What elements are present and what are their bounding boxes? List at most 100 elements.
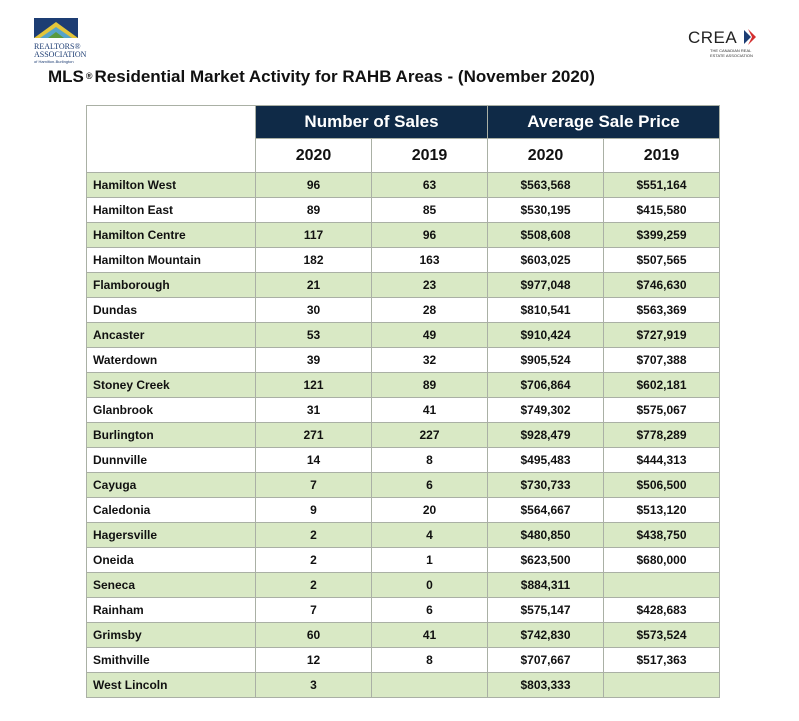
table-row: Flamborough 21 23 $977,048 $746,630 — [86, 272, 720, 298]
table-cell: $602,181 — [603, 372, 720, 398]
table-cell: 28 — [371, 297, 488, 323]
table-cell: $575,147 — [487, 597, 604, 623]
table-row: West Lincoln 3 $803,333 — [86, 672, 720, 698]
table-cell: 23 — [371, 272, 488, 298]
table-cell: $746,630 — [603, 272, 720, 298]
area-name: Smithville — [86, 647, 256, 673]
table-cell: 1 — [371, 547, 488, 573]
table-cell: $730,733 — [487, 472, 604, 498]
table-cell: 2 — [255, 522, 372, 548]
blank-cell — [86, 138, 256, 173]
page-title: MLS ® Residential Market Activity for RAHB… — [48, 67, 595, 87]
table-cell: 41 — [371, 622, 488, 648]
table-cell: 6 — [371, 472, 488, 498]
table-cell: $603,025 — [487, 247, 604, 273]
area-name: Caledonia — [86, 497, 256, 523]
table-cell: 96 — [255, 172, 372, 198]
table-cell: 0 — [371, 572, 488, 598]
table-cell: $928,479 — [487, 422, 604, 448]
logo-line: REALTORS® — [34, 42, 81, 51]
table-row: Cayuga 7 6 $730,733 $506,500 — [86, 472, 720, 498]
area-name: Burlington — [86, 422, 256, 448]
year-header: 2020 — [255, 138, 372, 173]
area-name: Hagersville — [86, 522, 256, 548]
table-row: Hamilton Mountain 182 163 $603,025 $507,565 — [86, 247, 720, 273]
table-cell: $495,483 — [487, 447, 604, 473]
realtors-logo: REALTORS® ASSOCIATION of Hamilton-Burlin… — [34, 18, 114, 64]
table-cell: $428,683 — [603, 597, 720, 623]
area-name: Dunnville — [86, 447, 256, 473]
table-cell: $742,830 — [487, 622, 604, 648]
table-cell: $727,919 — [603, 322, 720, 348]
table-row: Hamilton Centre 117 96 $508,608 $399,259 — [86, 222, 720, 248]
market-table: Number of Sales Average Sale Price 2020 2… — [86, 105, 720, 698]
table-cell: 60 — [255, 622, 372, 648]
table-cell: $415,580 — [603, 197, 720, 223]
area-name: Flamborough — [86, 272, 256, 298]
table-cell: 20 — [371, 497, 488, 523]
table-cell: 39 — [255, 347, 372, 373]
table-cell: 8 — [371, 447, 488, 473]
table-cell: 9 — [255, 497, 372, 523]
table-cell: $884,311 — [487, 572, 604, 598]
year-header: 2020 — [487, 138, 604, 173]
area-name: Hamilton Mountain — [86, 247, 256, 273]
area-name: Glanbrook — [86, 397, 256, 423]
table-cell: $905,524 — [487, 347, 604, 373]
table-cell: 8 — [371, 647, 488, 673]
area-name: Oneida — [86, 547, 256, 573]
table-cell: $513,120 — [603, 497, 720, 523]
table-cell: 3 — [255, 672, 372, 698]
group-header: Average Sale Price — [487, 105, 720, 139]
year-header: 2019 — [371, 138, 488, 173]
area-name: Stoney Creek — [86, 372, 256, 398]
table-cell: 163 — [371, 247, 488, 273]
table-cell: 89 — [371, 372, 488, 398]
table-row: Seneca 2 0 $884,311 — [86, 572, 720, 598]
table-cell: 21 — [255, 272, 372, 298]
table-cell: 7 — [255, 472, 372, 498]
table-cell: 31 — [255, 397, 372, 423]
table-cell: 6 — [371, 597, 488, 623]
title-prefix: MLS — [48, 67, 84, 86]
table-cell: $508,608 — [487, 222, 604, 248]
area-name: Hamilton Centre — [86, 222, 256, 248]
table-row: Dundas 30 28 $810,541 $563,369 — [86, 297, 720, 323]
table-cell: 32 — [371, 347, 488, 373]
blank-cell — [86, 105, 256, 139]
table-cell: 85 — [371, 197, 488, 223]
area-name: Rainham — [86, 597, 256, 623]
table-cell: $707,667 — [487, 647, 604, 673]
table-cell: $707,388 — [603, 347, 720, 373]
title-mark: ® — [85, 71, 93, 81]
table-cell: 96 — [371, 222, 488, 248]
table-row: Caledonia 9 20 $564,667 $513,120 — [86, 497, 720, 523]
table-cell: 30 — [255, 297, 372, 323]
table-cell — [603, 672, 720, 698]
table-cell: 182 — [255, 247, 372, 273]
table-row: Hagersville 2 4 $480,850 $438,750 — [86, 522, 720, 548]
table-cell: 227 — [371, 422, 488, 448]
area-name: Cayuga — [86, 472, 256, 498]
area-name: Hamilton East — [86, 197, 256, 223]
table-cell: 7 — [255, 597, 372, 623]
table-cell — [371, 672, 488, 698]
table-row: Oneida 2 1 $623,500 $680,000 — [86, 547, 720, 573]
logo-icon — [34, 18, 78, 38]
table-cell: $810,541 — [487, 297, 604, 323]
crea-subtitle: THE CANADIAN REAL ESTATE ASSOCIATION — [710, 48, 753, 58]
table-cell: $399,259 — [603, 222, 720, 248]
table-cell: $803,333 — [487, 672, 604, 698]
crea-icon — [743, 29, 756, 45]
area-name: Ancaster — [86, 322, 256, 348]
table-cell: 271 — [255, 422, 372, 448]
group-header: Number of Sales — [255, 105, 488, 139]
table-cell: 2 — [255, 547, 372, 573]
table-cell — [603, 572, 720, 598]
table-row: Smithville 12 8 $707,667 $517,363 — [86, 647, 720, 673]
table-cell: $563,369 — [603, 297, 720, 323]
table-row: Ancaster 53 49 $910,424 $727,919 — [86, 322, 720, 348]
table-cell: $551,164 — [603, 172, 720, 198]
table-cell: $778,289 — [603, 422, 720, 448]
table-row: Burlington 271 227 $928,479 $778,289 — [86, 422, 720, 448]
